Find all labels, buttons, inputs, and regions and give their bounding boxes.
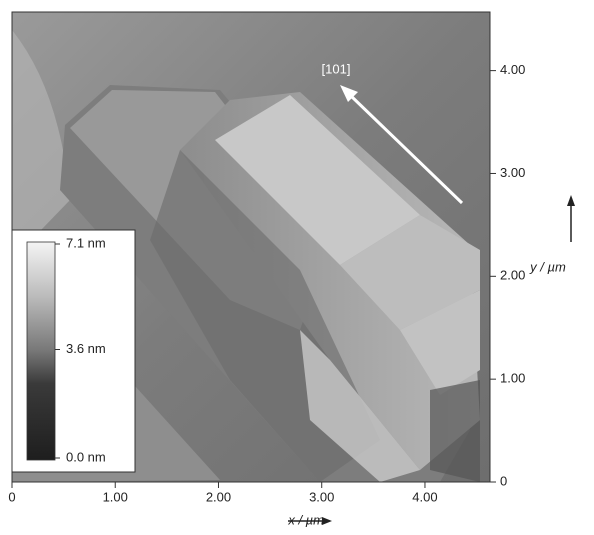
direction-arrow (340, 85, 464, 205)
x-label-arrow (288, 517, 332, 525)
y-tick-label: 1.00 (500, 371, 525, 386)
y-axis-label: y / µm (529, 259, 566, 274)
y-tick-label: 3.00 (500, 165, 525, 180)
annotation: [101] (322, 61, 351, 76)
colorbar-label: 3.6 nm (66, 341, 106, 356)
colorbar-label: 0.0 nm (66, 449, 106, 464)
colorbar-label: 7.1 nm (66, 235, 106, 250)
x-tick-label: 0 (8, 489, 15, 504)
x-tick-label: 3.00 (309, 489, 334, 504)
colorbar-box (11, 229, 136, 473)
x-tick-label: 1.00 (103, 489, 128, 504)
y-tick-label: 0 (500, 473, 507, 488)
x-tick-label: 4.00 (412, 489, 437, 504)
y-label-arrow (567, 195, 575, 242)
y-tick-label: 2.00 (500, 268, 525, 283)
x-tick-label: 2.00 (206, 489, 231, 504)
y-tick-label: 4.00 (500, 62, 525, 77)
x-axis-label: x / µm (287, 512, 324, 527)
